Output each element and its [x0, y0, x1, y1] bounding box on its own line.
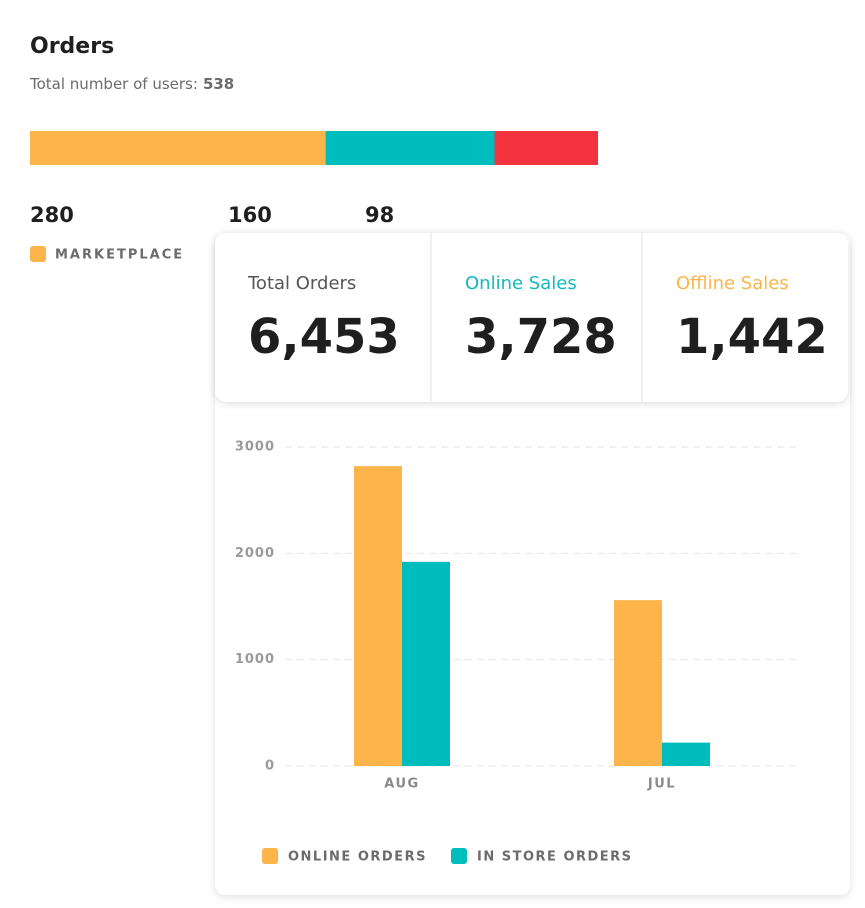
stat-label: Offline Sales	[676, 273, 789, 294]
orders-title: Orders	[30, 34, 114, 59]
legend-swatch	[451, 848, 467, 864]
legend-swatch	[262, 848, 278, 864]
legend-label: MARKETPLACE	[55, 248, 184, 263]
bar	[662, 742, 710, 766]
y-tick-label: 0	[265, 759, 275, 774]
bar	[402, 561, 450, 766]
stat-value: 3,728	[465, 309, 617, 365]
stat-value: 6,453	[248, 309, 400, 365]
segment-value: 280	[30, 203, 74, 227]
legend-label: ONLINE ORDERS	[288, 850, 427, 865]
y-tick-label: 3000	[235, 440, 275, 455]
x-tick-label: AUG	[384, 777, 419, 792]
stats-panel	[215, 233, 848, 402]
user-segment	[494, 131, 598, 165]
user-segment	[325, 131, 495, 165]
x-tick-label: JUL	[647, 777, 676, 792]
subtitle-label: Total number of users:	[29, 75, 198, 93]
user-segment	[30, 131, 326, 165]
bar	[354, 466, 402, 766]
subtitle-total: 538	[203, 75, 234, 93]
stat-label: Online Sales	[465, 273, 577, 294]
subtitle: Total number of users: 538	[29, 75, 234, 93]
legend-label: IN STORE ORDERS	[477, 850, 633, 865]
stat-value: 1,442	[676, 309, 828, 365]
y-tick-label: 2000	[235, 546, 275, 561]
segment-value: 98	[365, 203, 394, 227]
y-tick-label: 1000	[235, 652, 275, 667]
bar	[614, 600, 662, 766]
segment-value: 160	[228, 203, 272, 227]
legend-swatch	[30, 246, 46, 262]
stat-label: Total Orders	[247, 273, 356, 294]
